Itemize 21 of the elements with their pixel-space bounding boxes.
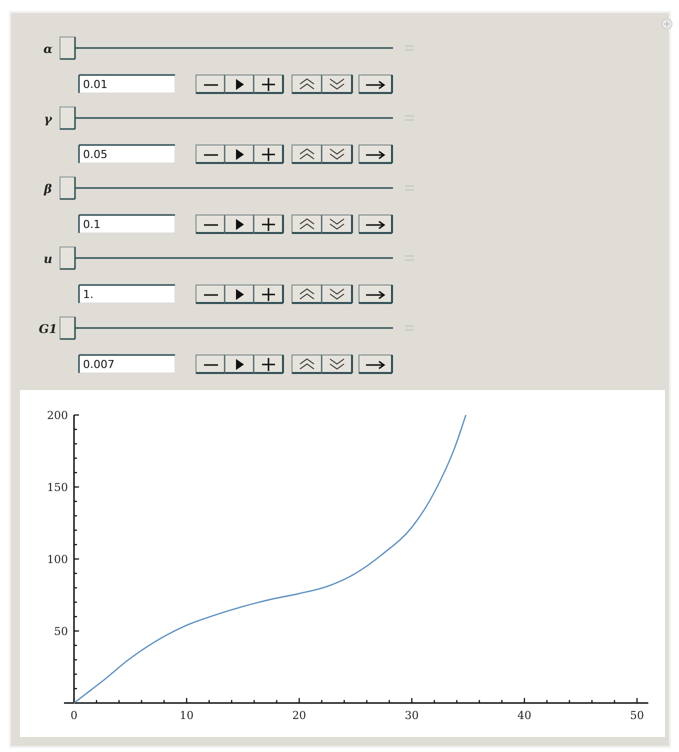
text: G1 xyxy=(38,322,58,336)
x-tick-label: 10 xyxy=(180,709,194,722)
text: β xyxy=(43,182,52,196)
text: 1. xyxy=(83,288,94,301)
y-tick-label: 200 xyxy=(47,409,68,422)
x-tick-label: 0 xyxy=(70,709,78,722)
text: γ xyxy=(44,112,54,126)
text: 0.007 xyxy=(83,358,114,371)
line-series xyxy=(73,414,466,704)
text: 0.1 xyxy=(83,218,100,231)
y-tick-label: 150 xyxy=(47,481,68,494)
x-tick-label: 20 xyxy=(292,709,306,722)
text: u xyxy=(44,252,53,266)
x-tick-label: 40 xyxy=(517,709,532,722)
y-tick-label: 100 xyxy=(47,553,68,566)
x-tick-label: 30 xyxy=(404,709,419,722)
text: α xyxy=(43,42,53,56)
y-tick-label: 50 xyxy=(54,625,68,638)
text: 0.05 xyxy=(83,148,108,161)
text: 0.01 xyxy=(83,78,108,91)
x-tick-label: 50 xyxy=(630,709,644,722)
